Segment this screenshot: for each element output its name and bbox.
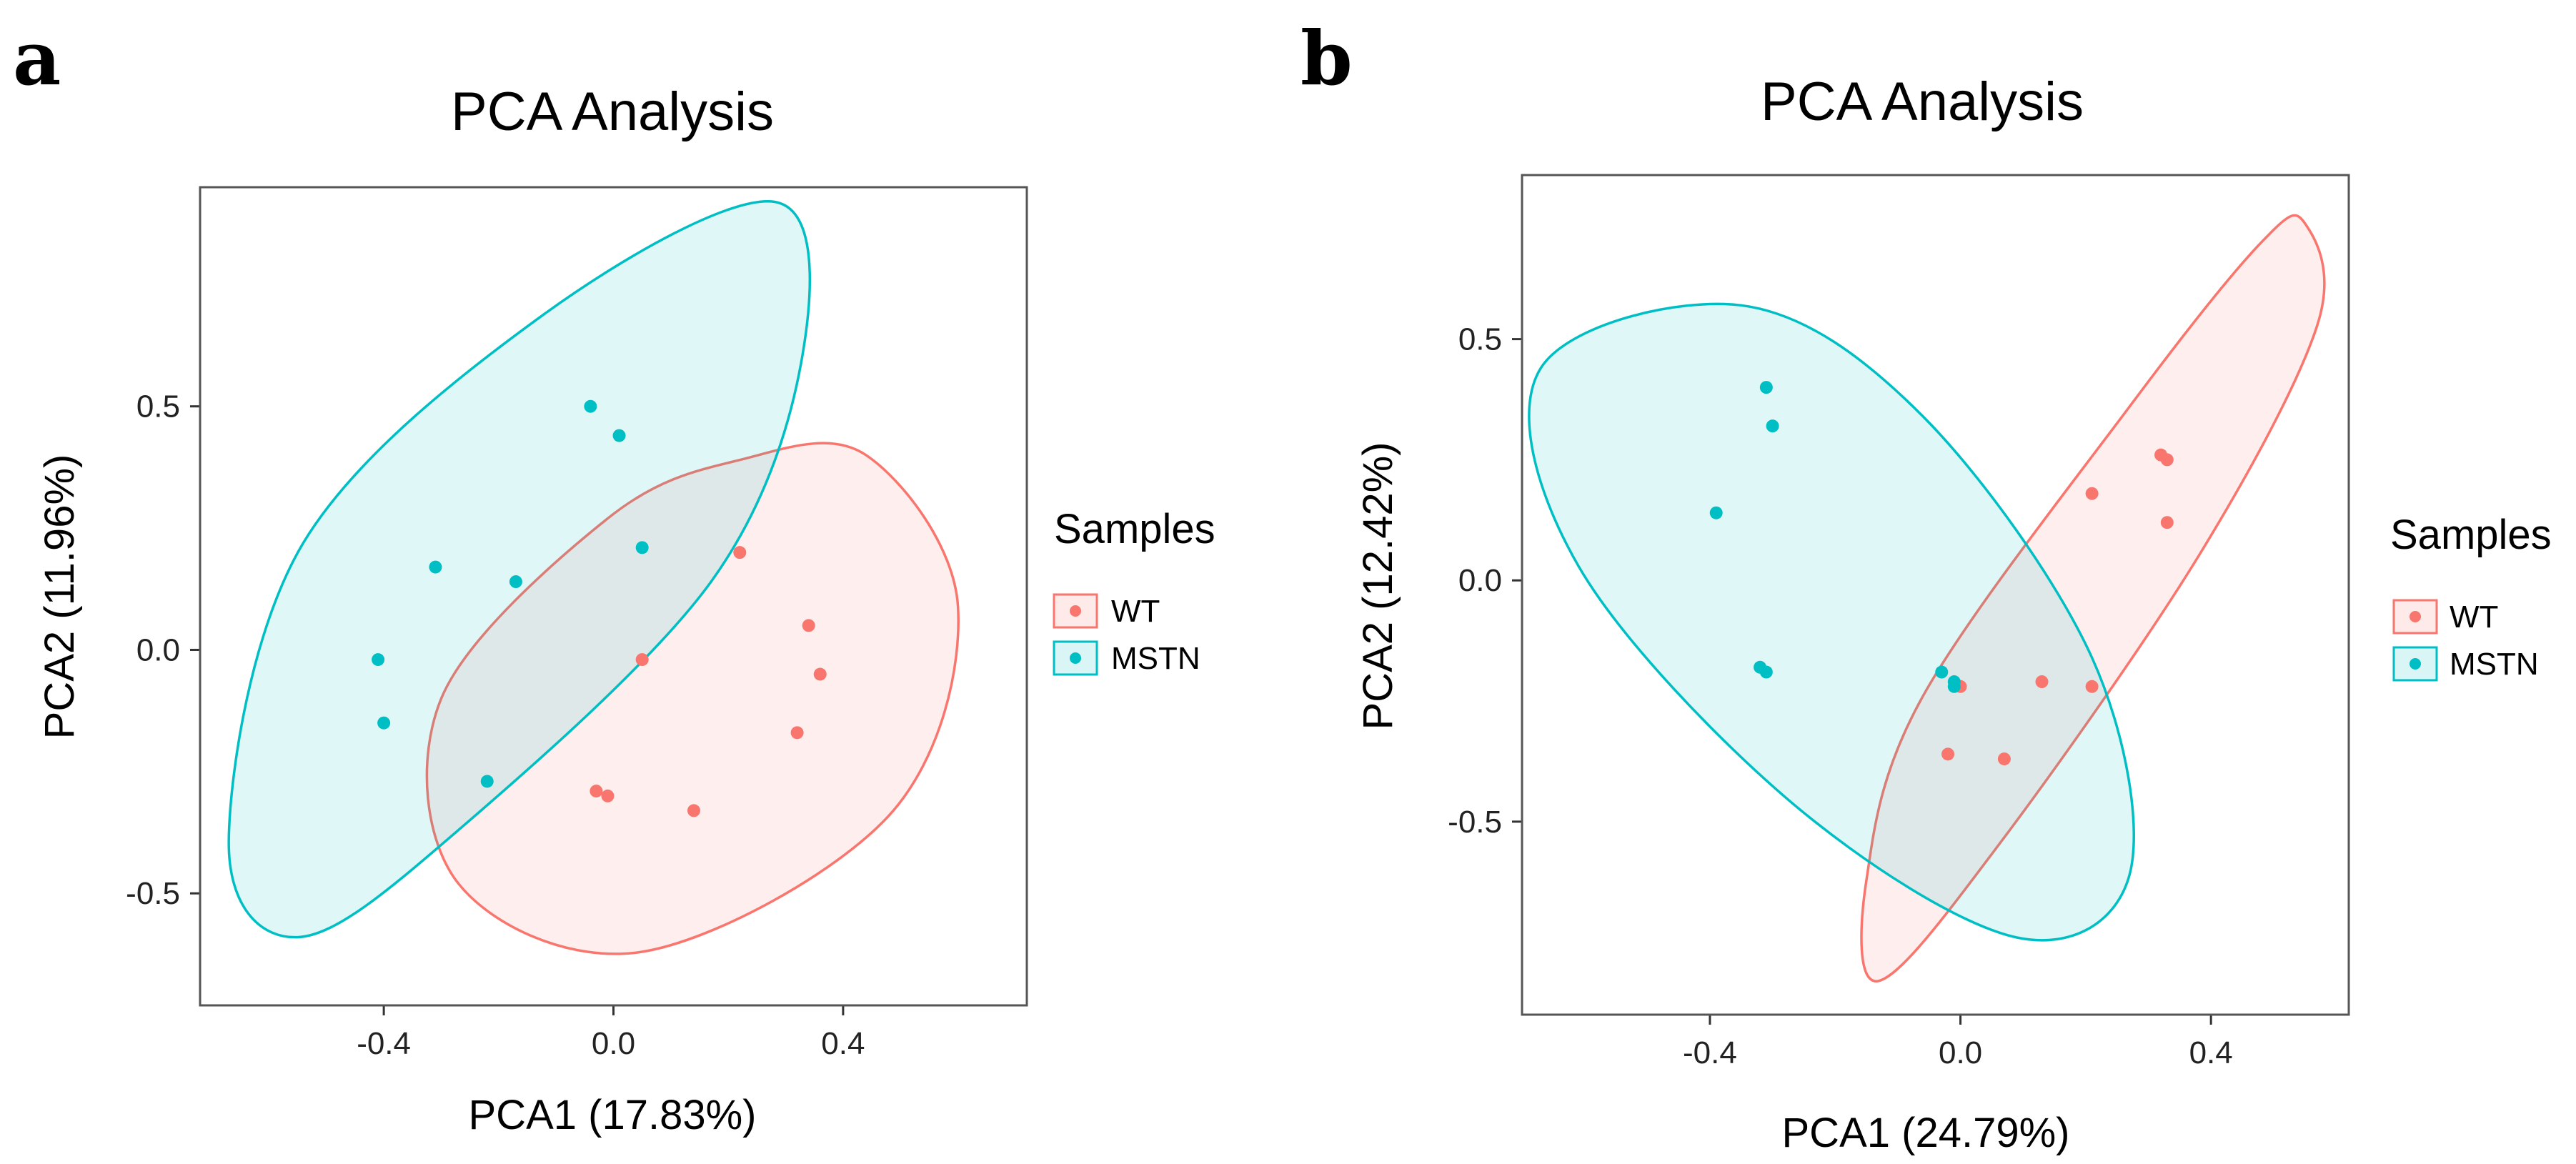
- panel-a-x-tick-label-2: 0.0: [592, 1026, 635, 1061]
- panel-a-ellipse-wt: [425, 442, 960, 955]
- panel-a-x-tick-label-3: 0.4: [821, 1026, 865, 1061]
- panel-a-y-tick-label-1: -0.5: [126, 876, 180, 911]
- panel-a-x-axis-label: PCA1 (17.83%): [469, 1092, 757, 1138]
- panel-a-point-wt-6: [590, 785, 603, 798]
- panel-a-legend-label-mstn: MSTN: [1111, 641, 1200, 676]
- panel-a-point-mstn-5: [509, 575, 522, 589]
- panel-b-point-wt-3: [2085, 487, 2099, 500]
- panel-b-legend-dot-wt: [2410, 611, 2421, 622]
- panel-a-point-wt-2: [635, 653, 649, 667]
- panel-a-point-wt-7: [601, 789, 615, 802]
- panel-b-point-mstn-8: [1947, 680, 1961, 693]
- panel-a-legend-dot-mstn: [1070, 652, 1081, 664]
- panel-b-point-mstn-1: [1759, 381, 1773, 394]
- panel-b-point-wt-6: [2085, 680, 2099, 693]
- panel-a-plot-frame: [199, 186, 1028, 1007]
- panel-b-ellipse-wt: [1860, 214, 2326, 983]
- panel-a-point-wt-4: [813, 667, 827, 681]
- panel-a-legend-label-wt: WT: [1111, 594, 1160, 629]
- panel-b-point-mstn-6: [1935, 665, 1949, 679]
- panel-a-point-mstn-3: [635, 541, 649, 554]
- panel-b-y-tick-label-2: 0.0: [1458, 563, 1502, 598]
- panel-a-x-tick-label-1: -0.4: [357, 1026, 411, 1061]
- panel-b-legend-label-wt: WT: [2450, 600, 2498, 635]
- panel-b-point-mstn-5: [1759, 665, 1773, 679]
- panel-b-y-tick-label-1: -0.5: [1448, 805, 1502, 840]
- panel-a-ellipse-mstn: [227, 200, 812, 939]
- panel-a-y-tick-label-2: 0.0: [136, 632, 180, 667]
- panel-b-plot-area: -0.4 0.0 0.4 -0.5 0.0 0.5: [1448, 214, 2326, 1070]
- panel-b-plot-frame: [1521, 174, 2350, 1016]
- panel-b-ellipse-mstn: [1528, 302, 2135, 942]
- panel-b-y-tick-label-3: 0.5: [1458, 322, 1502, 357]
- panel-a-legend: Samples WT MSTN: [1053, 506, 1215, 676]
- panel-a-point-wt-3: [802, 619, 815, 632]
- panel-b-x-tick-label-2: 0.0: [1939, 1035, 1982, 1070]
- panel-a-point-mstn-6: [372, 653, 385, 667]
- panel-a-point-mstn-2: [612, 429, 626, 442]
- panel-a-legend-dot-wt: [1070, 605, 1081, 617]
- panel-b-legend-key-mstn: [2392, 646, 2438, 682]
- panel-b-point-mstn-2: [1766, 419, 1779, 433]
- panel-b-point-wt-5: [2035, 675, 2049, 689]
- panel-b-legend-label-mstn: MSTN: [2450, 647, 2539, 682]
- panel-b-point-mstn-3: [1709, 506, 1723, 519]
- panel-a-plot-area: -0.4 0.0 0.4 -0.5 0.0 0.5: [126, 200, 960, 1061]
- panel-b-point-wt-7: [1941, 747, 1955, 761]
- panel-a-point-wt-8: [687, 804, 700, 817]
- panel-a: a PCA Analysis -0.4 0.0 0.4 -0.5 0.0 0.5 PCA1…: [13, 14, 1215, 1138]
- panel-a-y-tick-label-3: 0.5: [136, 389, 180, 424]
- panel-a-legend-title: Samples: [1054, 506, 1215, 552]
- panel-a-title: PCA Analysis: [451, 81, 774, 142]
- panel-a-y-axis-label: PCA2 (11.96%): [36, 454, 83, 740]
- panel-b-legend: Samples WT MSTN: [2390, 512, 2552, 682]
- panel-b-legend-dot-mstn: [2410, 658, 2421, 670]
- panel-a-point-wt-5: [790, 726, 804, 740]
- panel-b-point-wt-4: [2160, 516, 2174, 529]
- panel-b-x-tick-label-1: -0.4: [1683, 1035, 1737, 1070]
- panel-a-letter: a: [13, 14, 61, 102]
- panel-b-x-tick-label-3: 0.4: [2189, 1035, 2233, 1070]
- panel-b-x-axis-label: PCA1 (24.79%): [1782, 1110, 2070, 1156]
- panel-b-letter: b: [1301, 14, 1353, 102]
- panel-a-point-mstn-7: [377, 716, 391, 730]
- panel-b-title: PCA Analysis: [1761, 71, 2084, 132]
- panel-b-y-axis-label: PCA2 (12.42%): [1355, 442, 1401, 730]
- panel-a-point-mstn-1: [584, 399, 597, 413]
- panel-a-point-mstn-4: [429, 560, 442, 574]
- panel-b-point-wt-8: [1997, 752, 2011, 766]
- panel-b: b PCA Analysis -0.4 0.0 0.4 -0.5 0.0 0.5 PCA1…: [1301, 14, 2552, 1156]
- panel-b-legend-title: Samples: [2390, 512, 2552, 558]
- panel-a-point-wt-1: [733, 546, 747, 559]
- panel-b-point-wt-2: [2160, 453, 2174, 467]
- panel-a-point-mstn-8: [480, 775, 494, 788]
